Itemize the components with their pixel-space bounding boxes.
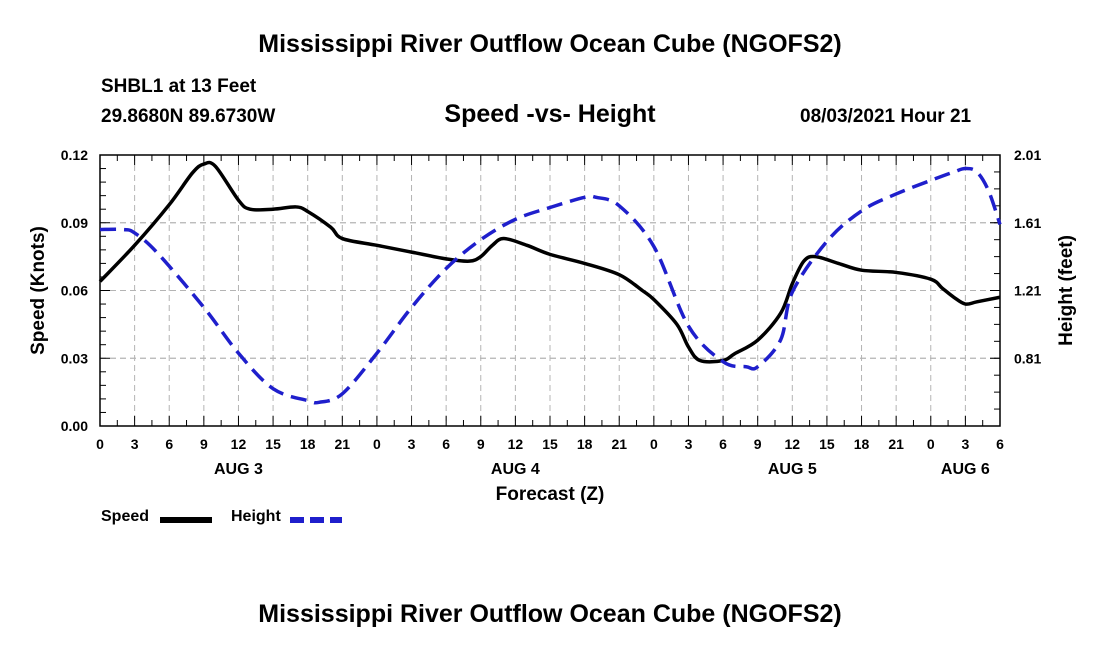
y2-tick-label: 0.81 — [1014, 350, 1041, 366]
x-tick-label: 15 — [542, 436, 558, 452]
x-tick-label: 9 — [200, 436, 208, 452]
series-line-height — [99, 166, 1002, 405]
x-tick-label: 0 — [96, 436, 104, 452]
x-day-label: AUG 5 — [768, 461, 817, 478]
x-tick-label: 3 — [685, 436, 693, 452]
x-tick-label: 6 — [442, 436, 450, 452]
y-tick-label: 0.00 — [61, 418, 88, 434]
plot-subtitle: Speed -vs- Height — [444, 100, 656, 128]
y2-tick-label: 1.21 — [1014, 283, 1041, 299]
x-tick-label: 18 — [577, 436, 593, 452]
x-tick-label: 3 — [961, 436, 969, 452]
y-tick-label: 0.09 — [61, 215, 88, 231]
y2-axis-label: Height (feet) — [1056, 235, 1077, 346]
x-tick-label: 6 — [165, 436, 173, 452]
x-tick-label: 18 — [854, 436, 870, 452]
x-axis-label: Forecast (Z) — [496, 484, 605, 505]
y-axis-label: Speed (Knots) — [28, 226, 49, 355]
y-tick-label: 0.06 — [61, 283, 88, 299]
y2-tick-label: 2.01 — [1014, 147, 1041, 163]
x-tick-label: 3 — [131, 436, 139, 452]
y-tick-label: 0.03 — [61, 350, 88, 366]
legend-height-label: Height — [231, 508, 281, 525]
x-day-label: AUG 6 — [941, 461, 990, 478]
x-tick-label: 15 — [819, 436, 835, 452]
x-day-label: AUG 4 — [491, 461, 540, 478]
x-tick-label: 12 — [508, 436, 524, 452]
series-line-speed — [98, 160, 1001, 364]
coordinates-label: 29.8680N 89.6730W — [101, 106, 276, 127]
station-label: SHBL1 at 13 Feet — [101, 76, 257, 97]
x-tick-label: 21 — [888, 436, 904, 452]
x-tick-label: 12 — [785, 436, 801, 452]
x-tick-label: 0 — [650, 436, 658, 452]
x-tick-label: 21 — [335, 436, 351, 452]
x-tick-label: 9 — [477, 436, 485, 452]
x-tick-label: 3 — [408, 436, 416, 452]
x-tick-label: 12 — [231, 436, 247, 452]
chart-title: Mississippi River Outflow Ocean Cube (NG… — [258, 30, 842, 58]
y-tick-label: 0.12 — [61, 147, 88, 163]
x-tick-label: 18 — [300, 436, 316, 452]
x-tick-label: 0 — [927, 436, 935, 452]
x-tick-label: 6 — [719, 436, 727, 452]
forecast-datetime: 08/03/2021 Hour 21 — [800, 106, 972, 127]
x-tick-label: 9 — [754, 436, 762, 452]
x-tick-label: 6 — [996, 436, 1004, 452]
footer-title: Mississippi River Outflow Ocean Cube (NG… — [258, 600, 842, 628]
x-day-label: AUG 3 — [214, 461, 263, 478]
x-tick-label: 0 — [373, 436, 381, 452]
legend-speed-label: Speed — [101, 508, 150, 525]
x-tick-label: 21 — [611, 436, 627, 452]
y2-tick-label: 1.61 — [1014, 215, 1041, 231]
x-tick-label: 15 — [265, 436, 281, 452]
